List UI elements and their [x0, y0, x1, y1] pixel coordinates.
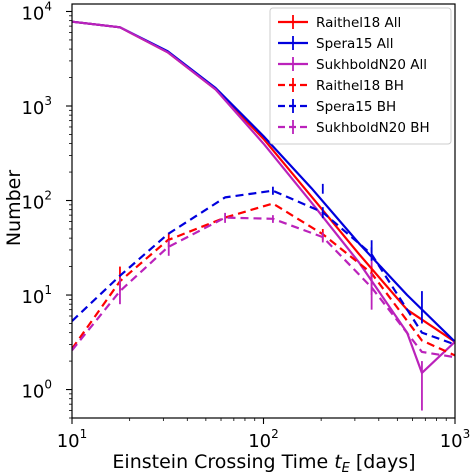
x-axis-label-symbol: t — [334, 451, 343, 473]
legend-label: Spera15 BH — [316, 99, 396, 115]
x-axis-label-subscript: E — [342, 461, 351, 475]
legend-label: SukhboldN20 All — [316, 57, 427, 73]
series-line-sukhboldn20-all — [72, 20, 455, 374]
x-tick-label: 102 — [248, 427, 279, 452]
legend: Raithel18 All Spera15 All SukhboldN20 All R… — [269, 7, 452, 145]
legend-label: Raithel18 BH — [316, 78, 404, 94]
x-axis-label-main: Einstein Crossing Time — [112, 451, 334, 473]
legend-label: Raithel18 All — [316, 15, 401, 31]
y-tick-label: 102 — [21, 189, 52, 214]
x-axis-label-unit: [days] — [350, 451, 416, 473]
y-axis-label: Number — [3, 170, 25, 247]
y-tick-label: 101 — [21, 283, 52, 308]
plot-area — [72, 20, 455, 411]
legend-box — [269, 7, 452, 145]
x-tick-label: 103 — [440, 427, 471, 452]
x-axis-label: Einstein Crossing Time tE [days] — [112, 451, 415, 475]
x-tick-label: 101 — [57, 427, 88, 452]
y-tick-label: 103 — [21, 94, 52, 119]
legend-label: Spera15 All — [316, 36, 393, 52]
series-line-raithel18-bh — [72, 202, 455, 357]
y-tick-label: 100 — [21, 378, 52, 403]
legend-label: SukhboldN20 BH — [316, 120, 430, 136]
y-tick-label: 104 — [21, 0, 52, 24]
